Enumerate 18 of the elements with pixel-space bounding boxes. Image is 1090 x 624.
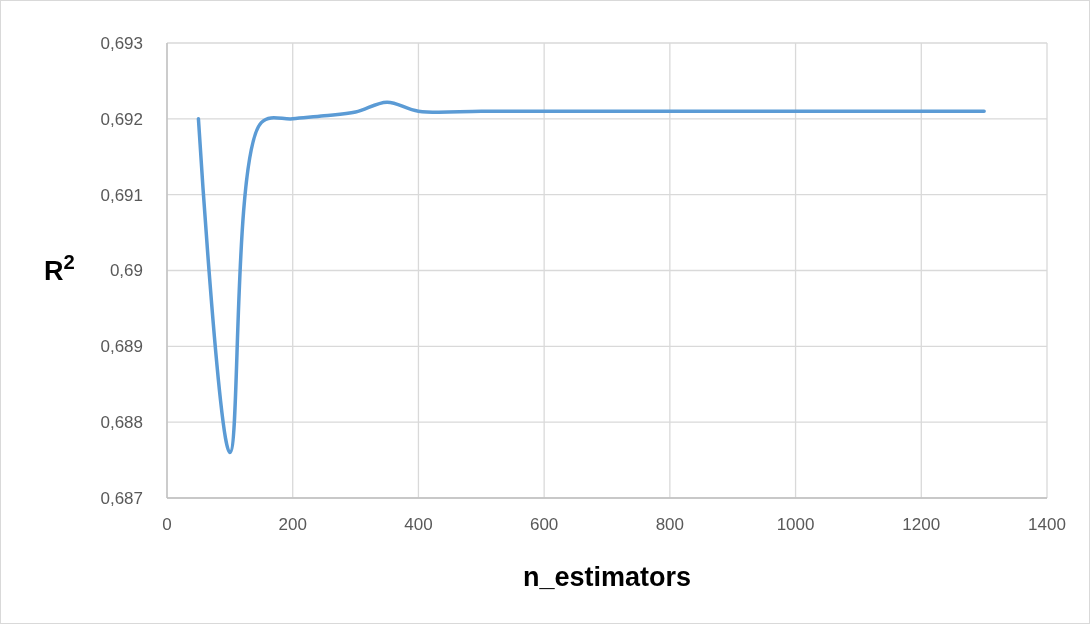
x-tick-label: 600	[529, 515, 559, 534]
y-tick-label: 0,688	[100, 413, 143, 433]
x-tick-label: 1400	[1028, 515, 1066, 534]
y-tick-label: 0,689	[100, 337, 143, 357]
x-tick-label: 200	[278, 515, 307, 534]
x-tick-label: 400	[404, 515, 433, 534]
x-tick-label: 0	[162, 515, 172, 534]
y-tick-label: 0,692	[100, 109, 143, 129]
y-tick-label: 0,687	[100, 488, 143, 508]
x-axis-title: n_estimators	[522, 562, 692, 592]
x-tick-label: 1000	[776, 515, 815, 534]
line-series	[196, 100, 986, 455]
y-tick-label: 0,691	[100, 185, 143, 205]
x-tick-label: 1200	[902, 515, 941, 534]
y-axis-title: R$^{2}$	[44, 251, 75, 286]
y-tick-label: 0,69	[109, 261, 143, 281]
x-tick-label: 800	[655, 515, 685, 534]
y-tick-label: 0,693	[100, 33, 143, 53]
